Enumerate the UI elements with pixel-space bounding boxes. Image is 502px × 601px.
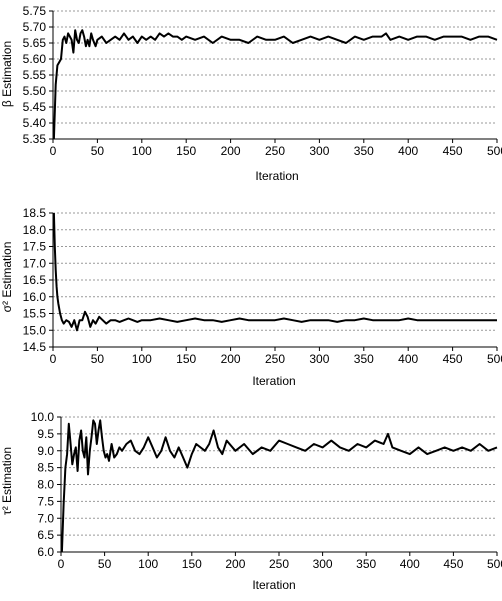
y-tick-label: 5.35	[23, 132, 47, 146]
tau-squared-trace-panel: 6.0 6.5 7.0 7.5 8.0 8.5 9.0 9.5 10.0 0 50 100 150 20…	[0, 410, 502, 592]
y-tick-label: 18.0	[23, 223, 47, 237]
y-tick-label: 5.70	[23, 20, 47, 34]
sigma-squared-trace-panel: 14.5 15.0 15.5 16.0 16.5 17.0 17.5 18.0 18.5 0 50…	[0, 206, 502, 388]
x-tick-label: 50	[91, 352, 105, 366]
x-tick-label: 500	[487, 144, 502, 158]
x-tick-label: 450	[443, 557, 463, 571]
x-tick-label: 300	[313, 557, 333, 571]
trace-line	[52, 29, 498, 140]
y-axis-label: τ² Estimation	[0, 447, 14, 515]
y-tick-label: 5.65	[23, 36, 47, 50]
y-tick-label: 5.50	[23, 84, 47, 98]
y-tick-label: 16.0	[23, 290, 47, 304]
x-tick-label: 0	[58, 557, 65, 571]
y-tick-label: 9.0	[37, 444, 54, 458]
x-tick-label: 50	[91, 144, 105, 158]
x-tick-label: 0	[50, 352, 57, 366]
x-axis-label: Iteration	[252, 374, 295, 388]
y-tick-label: 7.5	[37, 494, 54, 508]
y-tick-label: 5.55	[23, 68, 47, 82]
x-tick-label: 200	[221, 144, 241, 158]
y-tick-label: 6.5	[37, 528, 54, 542]
y-axis-label: σ² Estimation	[0, 242, 14, 313]
y-tick-label: 16.5	[23, 273, 47, 287]
y-tick-label: 17.5	[23, 240, 47, 254]
x-tick-label: 400	[398, 352, 418, 366]
x-tick-label: 300	[309, 352, 329, 366]
y-tick-label: 8.5	[37, 461, 54, 475]
trace-line	[52, 212, 497, 332]
x-tick-label: 100	[132, 352, 152, 366]
x-tick-label: 450	[443, 352, 463, 366]
x-tick-label: 350	[356, 557, 376, 571]
y-tick-label: 5.40	[23, 116, 47, 130]
y-tick-label: 5.45	[23, 100, 47, 114]
y-tick-label: 8.0	[37, 478, 54, 492]
x-tick-label: 200	[225, 557, 245, 571]
y-tick-label: 14.5	[23, 340, 47, 354]
x-axis-label: Iteration	[252, 578, 295, 592]
x-tick-label: 100	[132, 144, 152, 158]
x-tick-label: 150	[176, 144, 196, 158]
x-tick-label: 50	[98, 557, 112, 571]
x-tick-label: 200	[221, 352, 241, 366]
y-tick-label: 9.5	[37, 427, 54, 441]
beta-trace-panel: 5.35 5.40 5.45 5.50 5.55 5.60 5.65 5.70 5.75 0 50…	[0, 4, 502, 183]
x-tick-label: 500	[487, 557, 502, 571]
y-tick-label: 5.60	[23, 52, 47, 66]
x-tick-label: 150	[182, 557, 202, 571]
x-tick-label: 400	[398, 144, 418, 158]
x-tick-label: 250	[265, 144, 285, 158]
x-tick-label: 150	[176, 352, 196, 366]
x-tick-label: 0	[50, 144, 57, 158]
x-tick-label: 300	[309, 144, 329, 158]
x-tick-label: 250	[269, 557, 289, 571]
y-tick-label: 15.5	[23, 307, 47, 321]
trace-line	[60, 419, 498, 553]
x-tick-label: 400	[400, 557, 420, 571]
y-tick-label: 6.0	[37, 545, 54, 559]
y-tick-label: 7.0	[37, 511, 54, 525]
y-tick-label: 17.0	[23, 256, 47, 270]
y-axis-label: β Estimation	[0, 41, 14, 107]
x-axis-label: Iteration	[255, 169, 298, 183]
y-tick-label: 15.0	[23, 323, 47, 337]
x-tick-label: 350	[354, 144, 374, 158]
x-tick-label: 500	[487, 352, 502, 366]
y-tick-label: 5.75	[23, 4, 47, 18]
x-tick-label: 350	[354, 352, 374, 366]
y-tick-label: 10.0	[31, 410, 55, 424]
x-tick-label: 100	[138, 557, 158, 571]
x-tick-label: 250	[265, 352, 285, 366]
x-tick-label: 450	[443, 144, 463, 158]
y-tick-label: 18.5	[23, 206, 47, 220]
